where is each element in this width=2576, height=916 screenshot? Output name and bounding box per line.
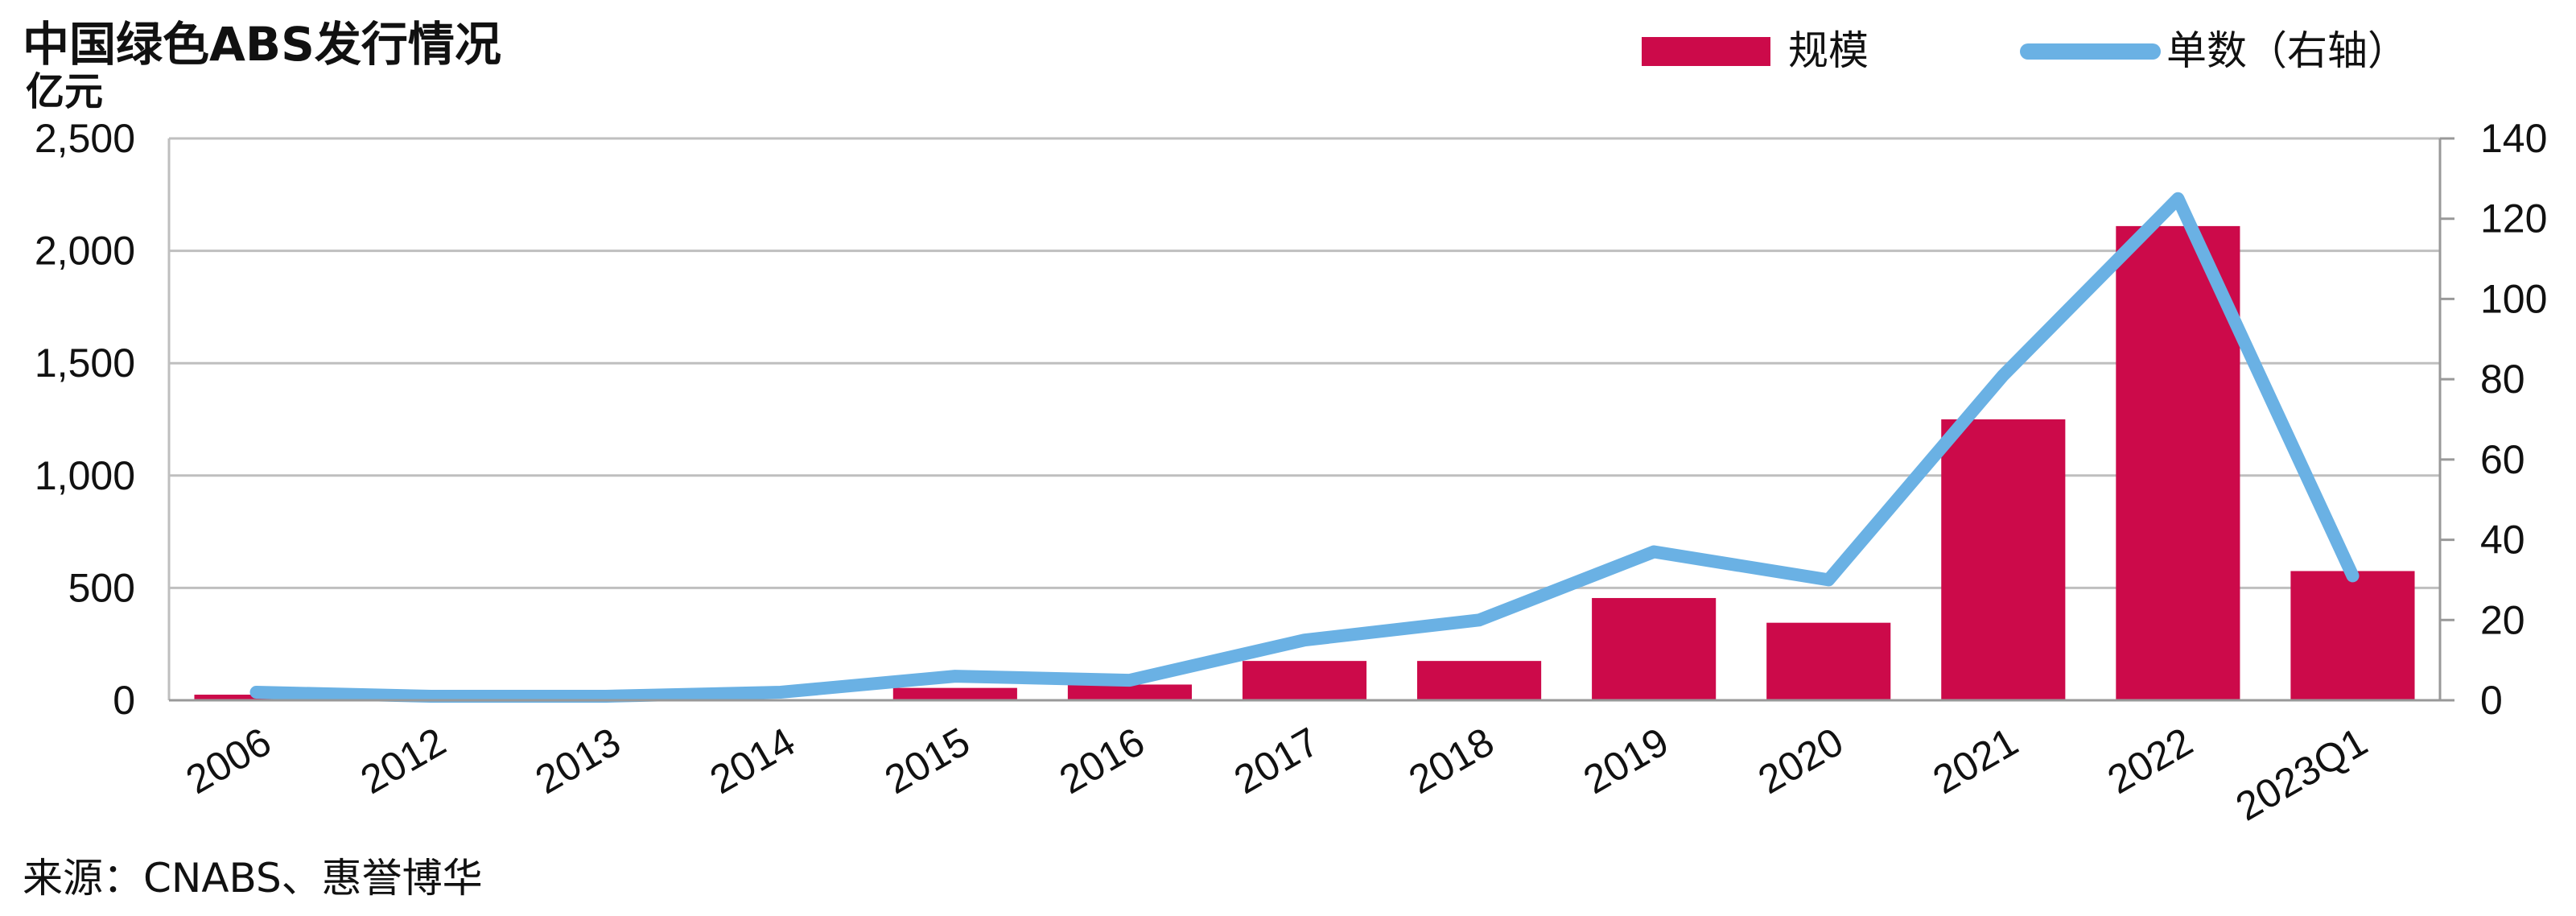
x-axis-ticks: 2006 2012 2013 2014 2015 2016 2017 2018 2019 2020… bbox=[179, 719, 2375, 829]
x-tick-label: 2015 bbox=[877, 719, 977, 803]
y-right-tick-label: 140 bbox=[2480, 116, 2547, 161]
x-tick-label: 2013 bbox=[528, 719, 628, 803]
x-tick-label: 2012 bbox=[353, 719, 453, 803]
series-line bbox=[249, 192, 2360, 703]
y-right-tick-label: 120 bbox=[2480, 196, 2547, 241]
bar bbox=[1941, 419, 2066, 700]
legend-line-label: 单数（右轴） bbox=[2166, 27, 2408, 74]
bar bbox=[2116, 225, 2240, 700]
x-tick-label: 2022 bbox=[2100, 719, 2200, 803]
line-series bbox=[249, 192, 2360, 703]
chart-title: 中国绿色ABS发行情况 bbox=[23, 17, 501, 72]
x-tick-label: 2021 bbox=[1925, 719, 2025, 803]
x-tick-label: 2016 bbox=[1052, 719, 1152, 803]
x-tick-label: 2006 bbox=[179, 719, 278, 803]
y-right-tick-label: 40 bbox=[2480, 518, 2525, 563]
y-right-tick-label: 20 bbox=[2480, 597, 2525, 642]
y-axis-label: 亿元 bbox=[26, 69, 103, 114]
x-tick-label: 2018 bbox=[1401, 719, 1501, 803]
y-right-tick-label: 100 bbox=[2480, 276, 2547, 321]
y-tick-label: 1,500 bbox=[35, 340, 135, 386]
bar bbox=[1417, 661, 1542, 700]
y-right-tick-label: 80 bbox=[2480, 357, 2525, 402]
legend-bar-swatch bbox=[1642, 37, 1770, 66]
y-tick-label: 500 bbox=[68, 565, 135, 610]
y-tick-label: 2,000 bbox=[35, 229, 135, 274]
source-note: 来源：CNABS、惠誉博华 bbox=[23, 855, 483, 902]
y-right-tick-label: 0 bbox=[2480, 678, 2503, 723]
x-tick-label: 2017 bbox=[1226, 719, 1326, 803]
axes bbox=[167, 138, 2442, 702]
bar bbox=[1242, 661, 1367, 700]
y-tick-label: 0 bbox=[113, 678, 135, 723]
x-tick-label: 2014 bbox=[703, 719, 802, 803]
left-axis-ticks: 0 500 1,000 1,500 2,000 2,500 bbox=[35, 116, 135, 723]
y-right-tick-label: 60 bbox=[2480, 437, 2525, 482]
x-tick-label: 2019 bbox=[1576, 719, 1675, 803]
y-tick-label: 2,500 bbox=[35, 116, 135, 161]
bar bbox=[1067, 684, 1192, 700]
x-tick-label: 2020 bbox=[1750, 719, 1850, 803]
bar bbox=[892, 687, 1017, 700]
legend: 规模 单数（右轴） bbox=[1642, 27, 2408, 74]
bar bbox=[1766, 622, 1891, 700]
x-tick-label: 2023Q1 bbox=[2228, 719, 2375, 829]
y-tick-label: 1,000 bbox=[35, 453, 135, 498]
bar bbox=[2290, 571, 2415, 700]
legend-bar-label: 规模 bbox=[1788, 27, 1869, 74]
right-axis-ticks: 0 20 40 60 80 100 120 140 bbox=[2440, 116, 2547, 723]
bar bbox=[1592, 597, 1717, 700]
gridlines bbox=[169, 137, 2440, 589]
